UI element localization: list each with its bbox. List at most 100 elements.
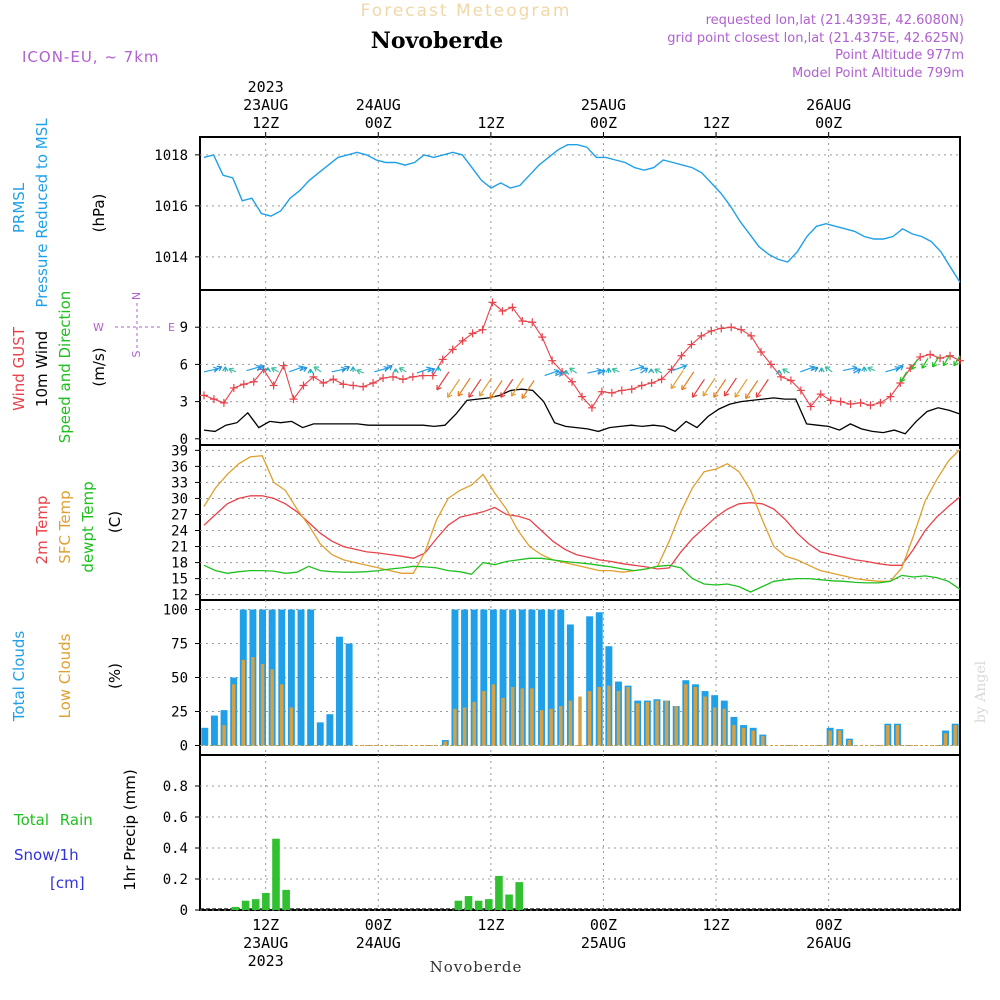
clouds-ytick-label: 0 xyxy=(180,738,188,754)
gust-marker xyxy=(219,398,228,407)
gust-marker xyxy=(538,333,547,342)
gust-marker xyxy=(816,390,825,399)
rain-bar xyxy=(454,900,463,910)
wind-arrow-head xyxy=(755,392,762,398)
wind-arrow-head xyxy=(638,364,645,371)
wind-arrow-head xyxy=(435,366,442,372)
gust-line xyxy=(203,301,961,409)
gust-marker xyxy=(786,376,795,385)
total-clouds-bar xyxy=(566,624,574,746)
gust-marker xyxy=(578,392,586,401)
gust-marker xyxy=(657,375,666,384)
gust-marker xyxy=(568,377,577,386)
temp-ytick-label: 39 xyxy=(171,443,188,459)
total-clouds-bar xyxy=(316,722,324,746)
total-clouds-bar xyxy=(595,612,603,746)
gust-marker xyxy=(617,386,626,395)
low-clouds-bar xyxy=(607,685,611,746)
wind-arrow xyxy=(672,365,687,372)
rain-bar xyxy=(262,892,270,910)
location-title: Novoberde xyxy=(371,28,504,54)
wind-arrow xyxy=(228,368,237,373)
bottom-time-label: 00Z xyxy=(590,916,617,934)
wind-arrow xyxy=(510,377,524,397)
wind-arrow xyxy=(670,370,684,389)
clouds-unit: (%) xyxy=(106,663,124,689)
low-clouds-bar xyxy=(510,687,515,746)
wind-arrow-head xyxy=(500,392,506,398)
footer-location: Novoberde xyxy=(430,958,523,976)
rain-bar xyxy=(474,900,483,910)
wind-arrow-head xyxy=(392,368,399,374)
product-title: Forecast Meteogram xyxy=(361,1,572,21)
gust-marker xyxy=(269,381,278,390)
dewpt-label: dewpt Temp xyxy=(79,481,97,572)
wind-arrow-head xyxy=(521,393,527,400)
clouds-ytick-label: 100 xyxy=(163,603,188,619)
wind-ytick-label: 6 xyxy=(180,357,188,373)
wind-arrow xyxy=(468,378,482,398)
gust-marker xyxy=(408,372,417,381)
compass-e: E xyxy=(168,321,175,334)
wind-arrow xyxy=(734,378,748,398)
total-clouds-bar xyxy=(489,609,497,746)
bottom-time-label: 24AUG xyxy=(356,934,401,952)
wind-arrow xyxy=(299,367,308,372)
bottom-time-label: 26AUG xyxy=(806,934,851,952)
wind-arrow xyxy=(356,369,364,374)
clouds-ytick-label: 25 xyxy=(171,704,188,720)
low-clouds-bar xyxy=(530,688,534,746)
gust-marker xyxy=(717,324,726,333)
gust-marker xyxy=(916,352,925,361)
low-clouds-bar xyxy=(751,730,755,746)
total-clouds-bar xyxy=(518,609,526,746)
low-clouds-bar xyxy=(520,688,525,746)
wind-arrow-head xyxy=(478,391,485,397)
wind-arrow xyxy=(457,377,471,397)
wind-10m-label: 10m Wind xyxy=(33,331,51,407)
low-clouds-bar xyxy=(703,696,707,746)
wind-arrow-head xyxy=(510,391,517,397)
wind-arrow-head xyxy=(562,370,570,375)
wind-arrow xyxy=(214,366,222,372)
temp-ytick-label: 30 xyxy=(171,491,188,507)
wind-arrow-head xyxy=(436,384,442,391)
total-clouds-bar xyxy=(210,715,218,746)
low-clouds-bar xyxy=(462,707,467,746)
gust-marker xyxy=(498,307,507,316)
wind-arrow xyxy=(782,368,790,374)
wind-arrow xyxy=(853,368,861,374)
bottom-time-label: 2023 xyxy=(248,952,284,970)
low-clouds-bar xyxy=(664,700,669,746)
gust-marker xyxy=(279,361,288,370)
wind-arrow xyxy=(544,369,559,377)
gust-marker xyxy=(846,400,855,409)
low-clouds-bar xyxy=(761,735,765,746)
gust-marker xyxy=(647,379,656,387)
pressure-panel: 1014 1016 1018 xyxy=(154,136,961,291)
compass-rose: N W E S xyxy=(93,292,175,358)
wind-arrow-head xyxy=(932,361,938,368)
low-clouds-bar xyxy=(635,703,640,746)
rain-bar xyxy=(515,882,523,910)
gust-marker xyxy=(597,387,606,396)
wind-arrow xyxy=(288,366,304,373)
credit-watermark: by Angel xyxy=(973,660,989,723)
prmsl-label: PRMSL xyxy=(10,182,28,233)
low-clouds-bar xyxy=(472,701,476,746)
gust-marker xyxy=(548,356,557,365)
low-clouds-bar xyxy=(578,696,582,746)
rain-bar xyxy=(241,900,250,910)
gust-marker xyxy=(299,381,308,390)
wind-arrow-head xyxy=(611,367,618,374)
precip-ytick-label: 0.4 xyxy=(163,841,188,857)
low-clouds-bar xyxy=(655,700,659,746)
temp2m-label: 2m Temp xyxy=(33,496,51,565)
wind-arrow-head xyxy=(910,364,917,370)
low-clouds-bar xyxy=(549,708,553,746)
gust-marker xyxy=(727,323,736,332)
low-clouds-bar xyxy=(260,663,265,746)
wind-arrow xyxy=(629,366,645,372)
total-clouds-bar xyxy=(345,643,353,746)
